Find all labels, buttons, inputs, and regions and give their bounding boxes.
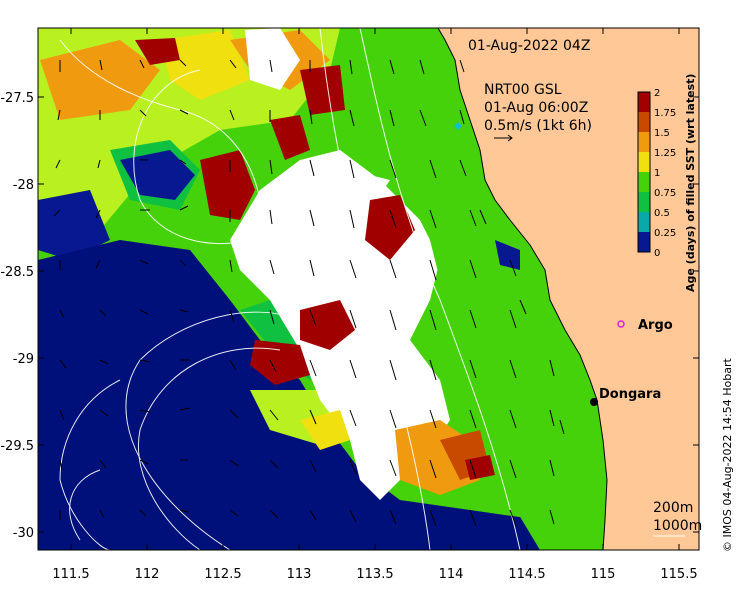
x-tick-label: 111.5 [52, 567, 89, 582]
y-axis-labels: -27.5 -28 -28.5 -29 -29.5 -30 [0, 91, 34, 541]
colorbar-tick: 1 [654, 168, 660, 179]
no-data-region [245, 28, 300, 90]
colorbar: 2 1.75 1.5 1.25 1 0.75 0.5 0.25 0 Age (d… [637, 74, 697, 292]
sst-old-patch [160, 30, 250, 100]
x-tick-label: 112 [135, 567, 160, 582]
currents-time-label: 01-Aug 06:00Z [484, 100, 588, 116]
sst-oldest-patch [365, 195, 415, 260]
coastline [437, 28, 608, 550]
y-tick-label: -28 [13, 178, 34, 193]
x-tick-label: 115.5 [660, 567, 697, 582]
colorbar-tick: 1.75 [654, 108, 676, 119]
y-tick-label: -27.5 [0, 91, 34, 106]
sst-oldest-patch [250, 340, 310, 385]
colorbar-tick: 1.25 [654, 148, 676, 159]
sst-fresh-patch [120, 150, 195, 200]
colorbar-tick: 0.75 [654, 188, 676, 199]
sst-old-patch [300, 410, 350, 450]
sst-oldest-patch [135, 38, 180, 65]
place-label-argo: Argo [638, 318, 673, 333]
credit-text: © IMOS 04-Aug-2022 14:54 Hobart [721, 358, 734, 552]
colorbar-title: Age (days) of filled SST (wrt latest) [684, 74, 697, 292]
current-vectors [53, 59, 565, 527]
sst-coastal-strip [410, 28, 605, 550]
bathymetry-contours [59, 28, 521, 550]
x-tick-label: 113.5 [356, 567, 393, 582]
sst-oldest-patch [300, 65, 345, 115]
no-data-region [345, 170, 390, 210]
colorbar-tick: 2 [654, 88, 660, 99]
bathymetry-label-200m: 200m [653, 500, 693, 516]
sst-oldest-patch [270, 115, 310, 160]
currents-product-label: NRT00 GSL [484, 82, 562, 98]
bathymetry-label-1000m: 1000m [653, 518, 702, 534]
colorbar-swatch [638, 192, 650, 212]
colorbar-tick: 1.5 [654, 128, 670, 139]
argo-float-marker [617, 320, 625, 328]
colorbar-tick: 0.5 [654, 208, 670, 219]
colorbar-tick: 0 [654, 248, 660, 259]
y-tick-label: -30 [13, 526, 34, 541]
vector-scale-label: 0.5m/s (1kt 6h) [484, 118, 592, 134]
x-axis-labels: 111.5 112 112.5 113 113.5 114 114.5 115 … [52, 567, 697, 582]
colorbar-swatch [638, 212, 650, 232]
x-tick-label: 115 [591, 567, 616, 582]
colorbar-frame [637, 91, 651, 253]
y-tick-label: -29.5 [0, 439, 34, 454]
map-plot-area [38, 28, 699, 550]
sst-fresh-patch [495, 240, 520, 270]
data-marker [454, 122, 462, 130]
sst-old-patch [40, 40, 160, 120]
x-tick-label: 113 [287, 567, 312, 582]
colorbar-swatch [638, 112, 650, 132]
colorbar-swatch [638, 152, 650, 172]
sst-fresh-patch [38, 190, 110, 260]
sst-deep-ocean-zone [38, 240, 600, 550]
dongara-marker [590, 398, 598, 406]
land-mass [438, 28, 699, 550]
sst-oldest-patch [200, 150, 255, 220]
y-tick-label: -29 [13, 352, 34, 367]
sst-oldest-patch [465, 455, 495, 480]
colorbar-swatch [638, 232, 650, 252]
colorbar-swatch [638, 172, 650, 192]
map-frame [37, 27, 700, 551]
sst-oldest-patch [300, 300, 355, 350]
colorbar-tick: 0.25 [654, 228, 676, 239]
place-label-dongara: Dongara [599, 387, 661, 402]
vector-scale-arrow [494, 134, 513, 142]
map-timestamp: 01-Aug-2022 04Z [468, 38, 590, 54]
x-tick-label: 114 [439, 567, 464, 582]
colorbar-swatch [638, 132, 650, 152]
axis-tick-marks [38, 28, 699, 550]
colorbar-swatch [638, 92, 650, 112]
x-tick-label: 114.5 [508, 567, 545, 582]
y-tick-label: -28.5 [0, 265, 34, 280]
x-tick-label: 112.5 [204, 567, 241, 582]
